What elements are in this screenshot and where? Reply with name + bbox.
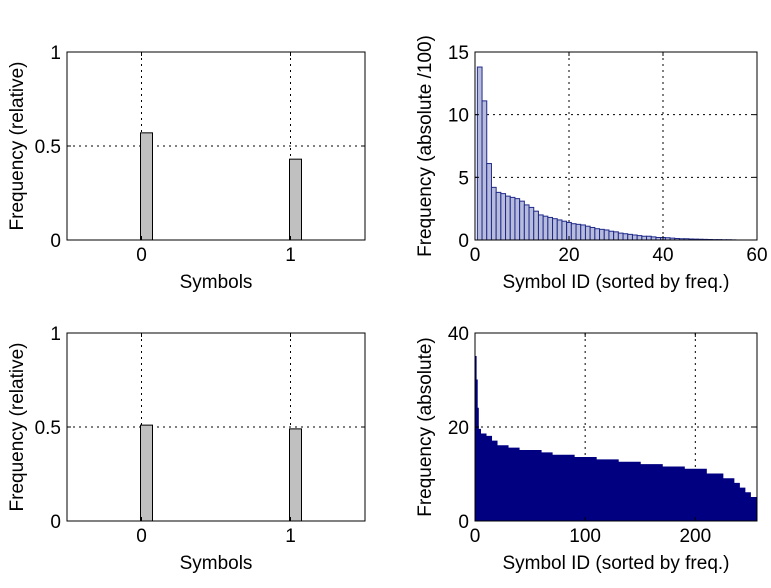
bar (627, 233, 633, 241)
chart-bottom-right: 0 100 200 0 20 40 Symbol ID (sorted by freq.) F… (415, 324, 758, 574)
y-tick-label: 0.5 (35, 137, 61, 158)
x-tick-label: 20 (558, 245, 579, 266)
bar (533, 210, 539, 241)
bar (490, 186, 497, 241)
x-tick-label: 0 (136, 526, 147, 547)
x-tick-label: 40 (652, 245, 673, 266)
y-tick-label: 0 (50, 512, 61, 533)
y-tick-label: 20 (448, 418, 469, 439)
bar (575, 223, 582, 241)
bar (584, 225, 591, 241)
x-tick-label: 1 (285, 526, 296, 547)
chart-top-right: 0 20 40 60 0 5 10 15 Symbol ID (sorted by freq.)… (415, 35, 768, 293)
bar (617, 232, 624, 241)
y-axis-label: Frequency (absolute /100) (415, 35, 436, 257)
y-tick-label: 0 (458, 512, 469, 533)
bar (641, 235, 648, 241)
y-axis-label: Frequency (absolute) (415, 337, 436, 517)
bar (476, 66, 483, 241)
bar (561, 220, 568, 241)
chart-top-left: 0 1 0 0.5 1 Symbols Frequency (relative) (7, 43, 366, 293)
bar (140, 424, 153, 522)
bar (528, 206, 535, 241)
x-axis-label: Symbols (180, 553, 253, 574)
bar (523, 204, 530, 241)
x-axis-label: Symbol ID (sorted by freq.) (502, 553, 729, 574)
y-tick-label: 15 (448, 43, 469, 64)
bar (481, 100, 488, 241)
x-tick-label: 0 (136, 245, 147, 266)
bar (495, 191, 502, 241)
x-tick-label: 200 (679, 526, 711, 547)
bar (556, 219, 563, 241)
chart-bottom-left: 0 1 0 0.5 1 Symbols Frequency (relative) (7, 324, 366, 574)
bar (570, 223, 577, 241)
x-tick-label: 0 (470, 245, 481, 266)
y-tick-label: 1 (50, 324, 61, 345)
bar (636, 235, 643, 241)
bar (547, 216, 554, 241)
y-axis-label: Frequency (relative) (7, 62, 28, 231)
bar (580, 224, 586, 241)
y-tick-label: 0 (50, 231, 61, 252)
bar (289, 158, 302, 241)
bar (622, 233, 629, 241)
bar (509, 196, 516, 241)
bar (599, 228, 605, 241)
x-axis-label: Symbols (180, 272, 253, 293)
y-tick-label: 40 (448, 324, 469, 345)
y-tick-label: 5 (458, 168, 469, 189)
area-series (474, 356, 758, 522)
bar (289, 428, 302, 522)
bar (140, 132, 153, 241)
x-tick-label: 60 (746, 245, 767, 266)
y-tick-label: 10 (448, 106, 469, 127)
bar (613, 231, 619, 241)
bar (552, 218, 558, 241)
bar (646, 235, 652, 241)
y-tick-label: 0 (458, 231, 469, 252)
x-tick-label: 0 (470, 526, 481, 547)
bar (486, 163, 492, 241)
bar (631, 234, 638, 241)
plot-frame (474, 51, 758, 241)
bar (505, 195, 511, 241)
bar (537, 214, 544, 241)
x-tick-label: 1 (285, 245, 296, 266)
bar (589, 226, 596, 241)
x-axis-label: Symbol ID (sorted by freq.) (502, 272, 729, 293)
x-tick-label: 100 (569, 526, 601, 547)
bar (542, 215, 549, 241)
bar (603, 229, 610, 241)
y-tick-label: 1 (50, 43, 61, 64)
y-axis-label: Frequency (relative) (7, 343, 28, 512)
bar (514, 198, 521, 241)
bar (519, 200, 525, 241)
bar (500, 193, 507, 241)
bar (608, 230, 615, 241)
bar (594, 228, 601, 241)
y-tick-label: 0.5 (35, 418, 61, 439)
